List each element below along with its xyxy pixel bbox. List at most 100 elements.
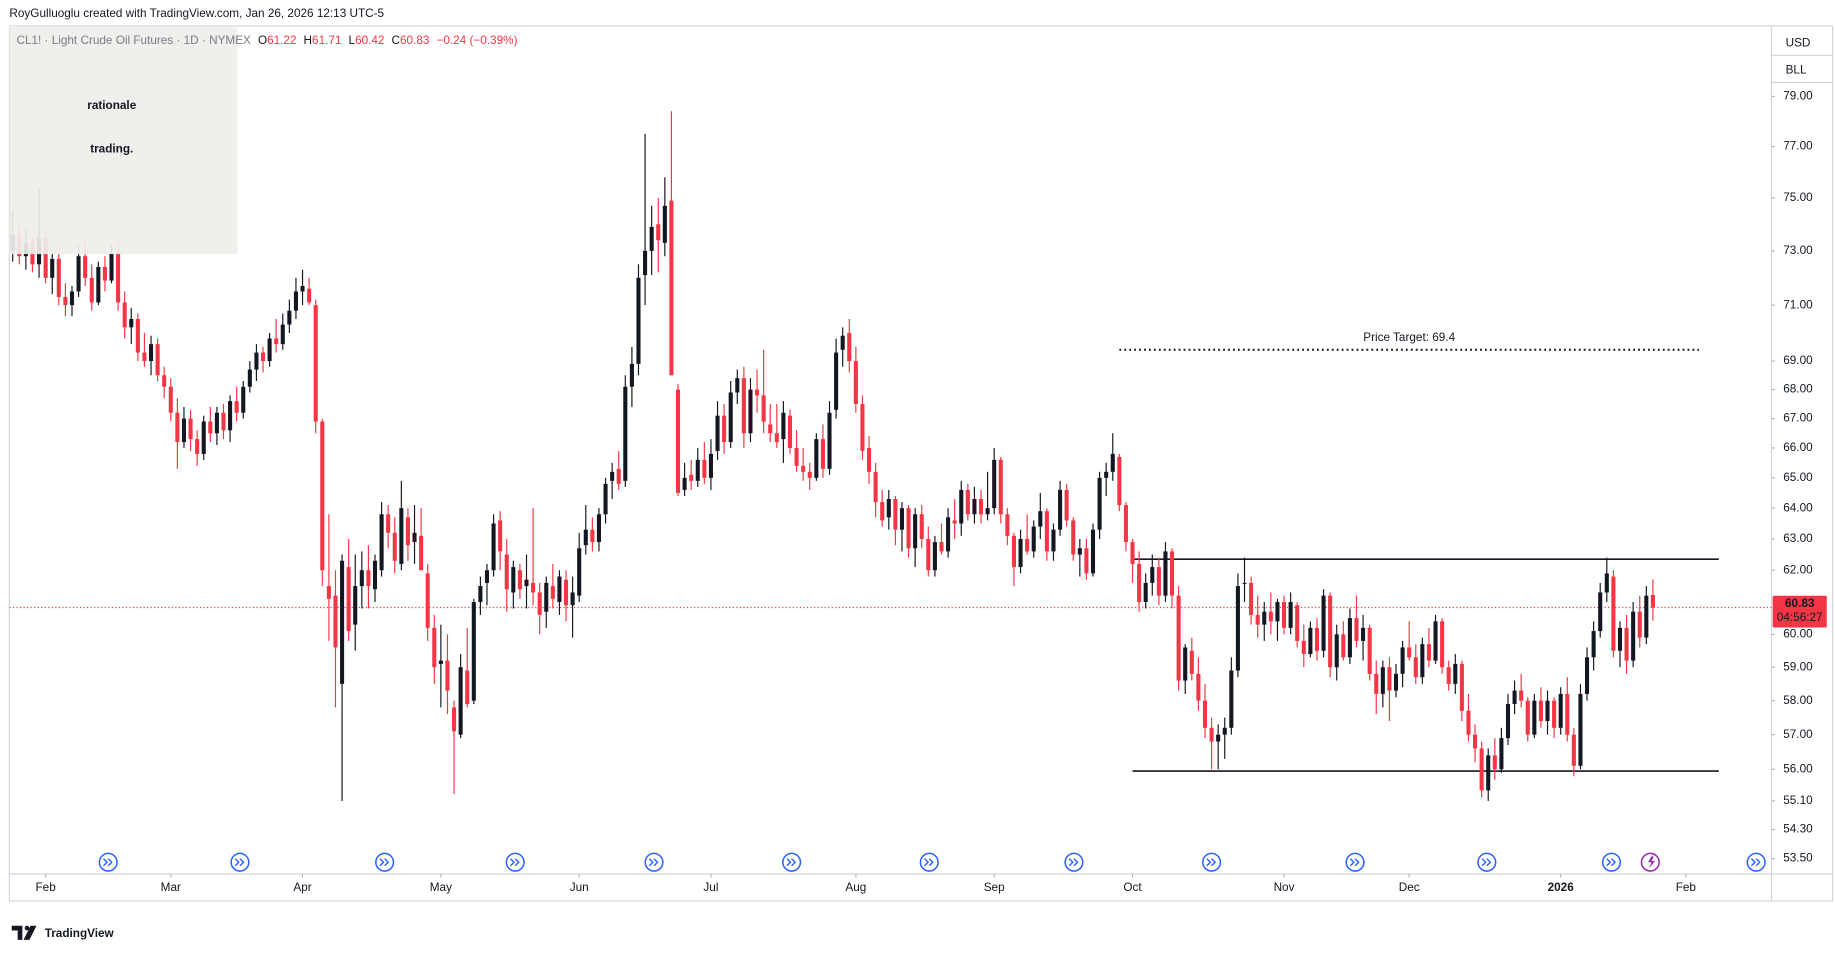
candle-body	[1130, 542, 1135, 564]
candle-body	[722, 415, 727, 443]
candle-body	[695, 459, 700, 481]
candle-body	[682, 477, 687, 490]
candle-body	[445, 660, 450, 691]
candle-body	[155, 344, 160, 376]
y-tick-label: 57.00	[1783, 728, 1813, 741]
event-icon-arrow	[1349, 858, 1360, 867]
candle-body	[1453, 663, 1458, 684]
candle-body	[425, 573, 430, 628]
candle-body	[175, 412, 180, 443]
candle-body	[1268, 611, 1273, 622]
x-tick-label: Mar	[161, 881, 181, 894]
candle-body	[675, 389, 681, 493]
candle-body	[484, 570, 490, 583]
candle-body	[1196, 673, 1201, 701]
candle-body	[1301, 640, 1306, 655]
candle-body	[1426, 644, 1431, 661]
unit: BLL	[1786, 64, 1807, 77]
candle-body	[188, 418, 193, 440]
candle-body	[906, 508, 911, 549]
ohlc-label: H	[304, 34, 313, 47]
candle-body	[1044, 511, 1049, 552]
y-tick-label: 68.00	[1783, 383, 1813, 396]
candle-body	[372, 560, 378, 590]
logo-shape	[23, 925, 37, 940]
candle-body	[195, 439, 200, 454]
candle-body	[715, 415, 720, 451]
event-icon	[98, 852, 118, 872]
candle-body	[1156, 567, 1161, 596]
candle-body	[1466, 710, 1471, 735]
candle-body	[748, 389, 753, 434]
candle-body	[1631, 611, 1636, 661]
candle-body	[517, 570, 522, 590]
candle-body	[728, 392, 733, 443]
candle-body	[1440, 621, 1445, 668]
candle-body	[774, 433, 779, 443]
candle-body	[280, 324, 285, 345]
candle-body	[1255, 614, 1260, 625]
candle-body	[1387, 667, 1392, 691]
x-tick-label: Jul	[703, 881, 718, 894]
y-tick-label: 62.00	[1783, 563, 1813, 576]
candle-body	[1328, 595, 1333, 668]
candle-body	[1617, 627, 1623, 651]
event-icon	[505, 852, 525, 872]
candle-body	[254, 352, 259, 370]
candle-body	[768, 424, 773, 434]
candle-body	[320, 421, 325, 571]
watermark-text: rationale	[87, 99, 136, 112]
event-icon	[1477, 852, 1497, 872]
candle-body	[69, 291, 75, 306]
candle-body	[978, 499, 984, 515]
candle-body	[247, 369, 252, 387]
candle-body	[1565, 693, 1570, 735]
candle-body	[1281, 602, 1287, 628]
y-tick-label: 69.00	[1783, 354, 1813, 367]
y-tick-label: 75.00	[1783, 191, 1813, 204]
candle-body	[1492, 755, 1497, 770]
candle-body	[1209, 727, 1214, 742]
candle-body	[359, 570, 364, 587]
event-icon-arrow	[924, 858, 934, 867]
candle-body	[985, 508, 990, 515]
candle-body	[1170, 551, 1175, 596]
event-icon	[1345, 852, 1365, 872]
candle-body	[498, 520, 503, 552]
candle-body	[1031, 526, 1036, 552]
candle-body	[405, 517, 410, 546]
candle-body	[1400, 647, 1405, 674]
candle-body	[1314, 627, 1320, 651]
candle-body	[1591, 631, 1596, 658]
candle-body	[1407, 647, 1412, 658]
candle-body	[142, 352, 147, 362]
ohlc-value: 61.22	[267, 34, 296, 47]
candle-body	[1262, 611, 1267, 625]
candle-body	[1163, 551, 1168, 596]
candle-body	[1380, 667, 1385, 694]
y-tick-label: 73.00	[1783, 244, 1813, 257]
y-tick-label: 60.00	[1783, 627, 1813, 640]
candle-body	[1558, 693, 1563, 728]
candle-body	[926, 538, 931, 571]
candle-body	[1229, 670, 1234, 728]
legend: CL1! · Light Crude Oil Futures · 1D · NY…	[16, 34, 517, 47]
candle-body	[656, 224, 661, 241]
candle-body	[834, 352, 839, 410]
x-tick-label: Feb	[1676, 881, 1697, 894]
candle-body	[419, 535, 424, 571]
candle-body	[234, 401, 239, 413]
candle-body	[814, 439, 819, 478]
candle-body	[346, 567, 351, 632]
event-icon-arrow	[648, 858, 659, 867]
plot: Price Target: 69.4	[9, 111, 1772, 872]
candle-body	[1084, 548, 1089, 574]
x-tick-label: May	[430, 881, 452, 894]
candle-body	[781, 412, 786, 440]
candle-body	[847, 332, 852, 362]
candle-body	[1123, 505, 1128, 543]
y-tick-label: 66.00	[1783, 441, 1813, 454]
candle-body	[1104, 471, 1109, 478]
candle-body	[1117, 456, 1122, 506]
